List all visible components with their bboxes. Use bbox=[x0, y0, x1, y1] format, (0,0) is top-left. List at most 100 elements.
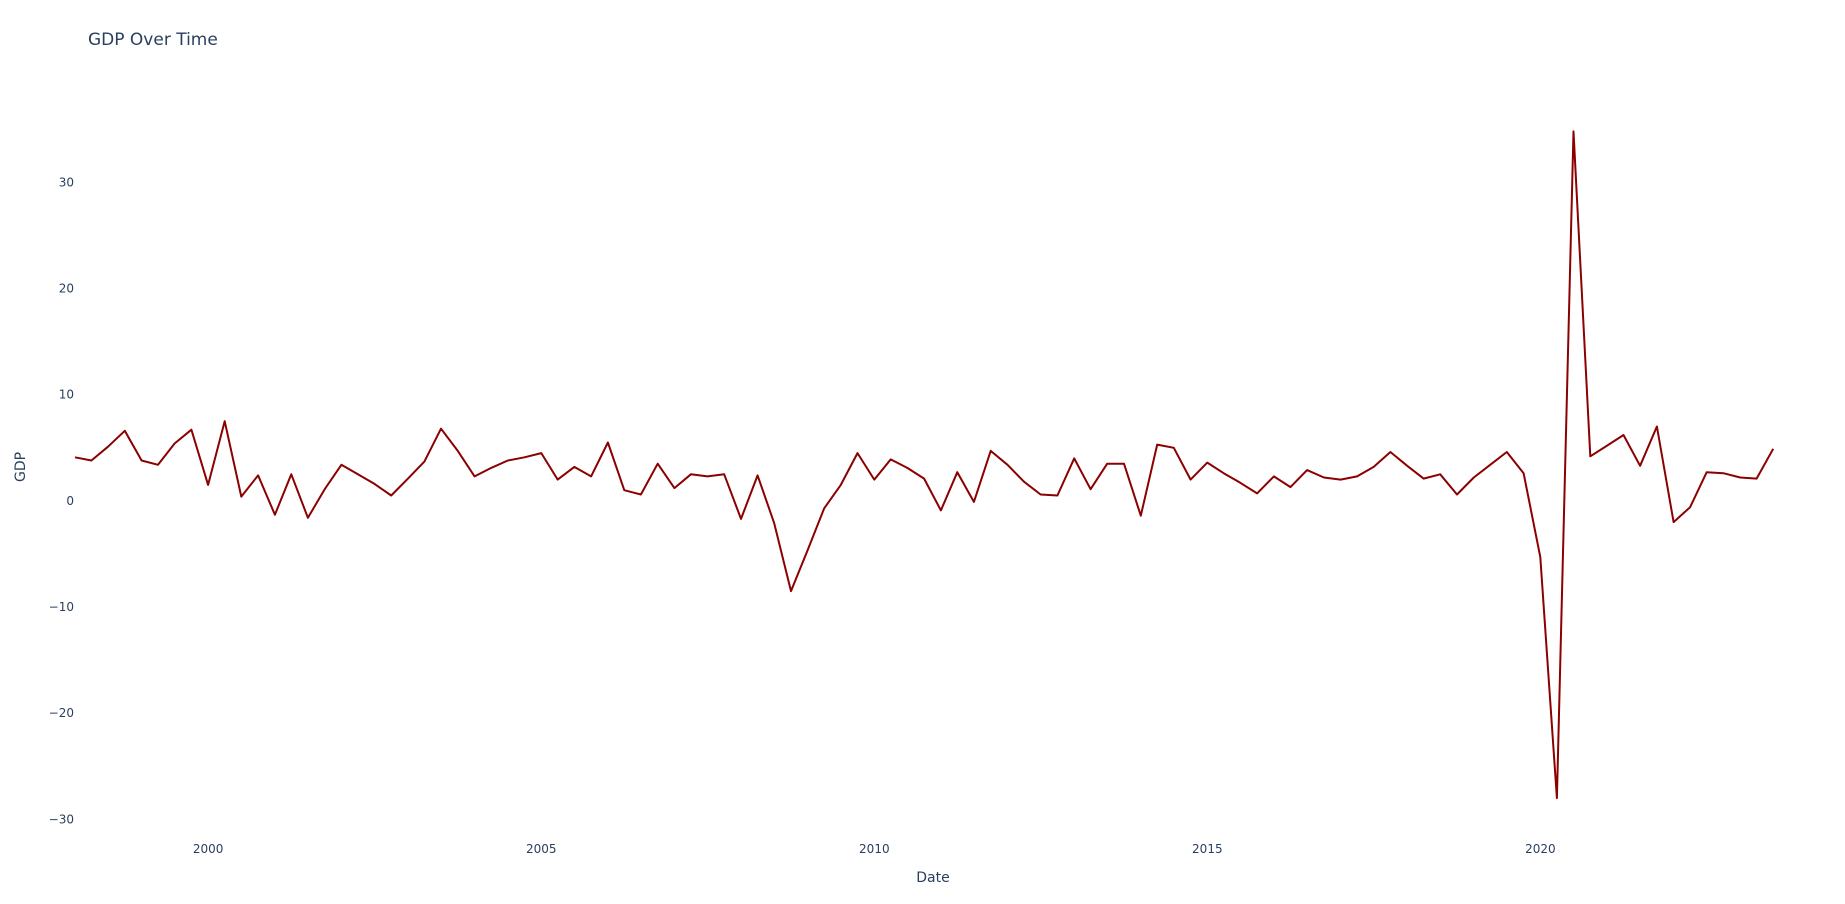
gdp-data-point bbox=[1687, 504, 1693, 510]
gdp-data-point bbox=[621, 487, 627, 493]
gdp-data-point bbox=[1288, 484, 1294, 490]
gdp-data-point bbox=[455, 448, 461, 454]
gdp-data-point bbox=[88, 458, 94, 464]
gdp-data-point bbox=[1720, 470, 1726, 476]
gdp-data-point bbox=[1504, 449, 1510, 455]
gdp-data-point bbox=[188, 427, 194, 433]
gdp-data-point bbox=[338, 462, 344, 468]
x-tick-label: 2000 bbox=[193, 842, 224, 856]
gdp-data-point bbox=[1338, 477, 1344, 483]
gdp-data-point bbox=[1237, 480, 1243, 486]
gdp-data-point bbox=[855, 450, 861, 456]
gdp-data-point bbox=[1571, 128, 1577, 134]
gdp-data-point bbox=[971, 499, 977, 505]
gdp-data-point bbox=[1554, 795, 1560, 801]
x-tick-label: 2015 bbox=[1192, 842, 1223, 856]
gdp-data-point bbox=[1154, 442, 1160, 448]
gdp-data-point bbox=[1071, 455, 1077, 461]
gdp-data-point bbox=[255, 472, 261, 478]
gdp-data-point bbox=[1204, 460, 1210, 466]
gdp-data-point bbox=[1437, 471, 1443, 477]
gdp-data-point bbox=[688, 471, 694, 477]
gdp-data-point bbox=[505, 458, 511, 464]
gdp-data-point bbox=[1704, 469, 1710, 475]
gdp-data-point bbox=[1054, 493, 1060, 499]
gdp-data-point bbox=[1321, 475, 1327, 481]
gdp-data-point bbox=[72, 454, 78, 460]
gdp-data-point bbox=[1271, 473, 1277, 479]
gdp-data-point bbox=[322, 486, 328, 492]
y-tick-label: 20 bbox=[59, 282, 74, 296]
gdp-data-point bbox=[405, 476, 411, 482]
gdp-data-point bbox=[755, 472, 761, 478]
y-tick-label: −10 bbox=[49, 600, 74, 614]
gdp-data-point bbox=[272, 512, 278, 518]
gdp-data-point bbox=[555, 477, 561, 483]
y-tick-label: 0 bbox=[66, 494, 74, 508]
gdp-data-point bbox=[1754, 476, 1760, 482]
gdp-data-point bbox=[988, 448, 994, 454]
gdp-data-point bbox=[222, 418, 228, 424]
plot-area bbox=[72, 128, 1776, 801]
gdp-data-point bbox=[1254, 490, 1260, 496]
gdp-data-point bbox=[1371, 464, 1377, 470]
chart-title: GDP Over Time bbox=[88, 30, 218, 50]
gdp-data-point bbox=[638, 492, 644, 498]
gdp-data-point bbox=[1404, 463, 1410, 469]
x-axis-ticks: 2000 2005 2010 2015 2020 bbox=[193, 842, 1556, 856]
gdp-data-point bbox=[771, 520, 777, 526]
gdp-data-point bbox=[1354, 473, 1360, 479]
gdp-data-point bbox=[139, 458, 145, 464]
gdp-data-point bbox=[1304, 467, 1310, 473]
gdp-data-point bbox=[671, 485, 677, 491]
gdp-data-point bbox=[571, 464, 577, 470]
gdp-data-point bbox=[805, 547, 811, 553]
gdp-data-point bbox=[105, 444, 111, 450]
gdp-data-point bbox=[605, 440, 611, 446]
y-tick-label: 30 bbox=[59, 175, 74, 189]
gdp-data-point bbox=[372, 481, 378, 487]
y-axis-label: GDP bbox=[13, 452, 29, 482]
y-tick-label: −30 bbox=[49, 812, 74, 826]
gdp-data-point bbox=[205, 482, 211, 488]
gdp-data-point bbox=[1521, 470, 1527, 476]
x-axis-label: Date bbox=[916, 870, 949, 886]
gdp-data-point bbox=[871, 477, 877, 483]
x-tick-label: 2010 bbox=[859, 842, 890, 856]
gdp-data-point bbox=[788, 588, 794, 594]
gdp-data-point bbox=[1454, 492, 1460, 498]
gdp-data-point bbox=[155, 462, 161, 468]
gdp-data-point bbox=[1021, 479, 1027, 485]
gdp-data-point bbox=[921, 476, 927, 482]
x-tick-label: 2005 bbox=[526, 842, 557, 856]
gdp-data-point bbox=[1387, 449, 1393, 455]
gdp-data-point bbox=[1138, 513, 1144, 519]
gdp-data-point bbox=[1104, 461, 1110, 467]
gdp-data-point bbox=[588, 473, 594, 479]
gdp-data-point bbox=[1005, 462, 1011, 468]
gdp-data-point bbox=[438, 426, 444, 432]
y-axis-ticks: 30 20 10 0 −10 −20 −30 bbox=[49, 175, 74, 826]
gdp-data-point bbox=[1188, 477, 1194, 483]
gdp-data-point bbox=[355, 471, 361, 477]
gdp-data-point bbox=[1671, 519, 1677, 525]
gdp-data-point bbox=[122, 428, 128, 434]
gdp-data-point bbox=[1487, 462, 1493, 468]
gdp-data-point bbox=[388, 493, 394, 499]
gdp-data-point bbox=[738, 516, 744, 522]
gdp-data-point bbox=[1770, 446, 1776, 452]
y-tick-label: −20 bbox=[49, 706, 74, 720]
gdp-data-point bbox=[538, 450, 544, 456]
gdp-data-point bbox=[1121, 461, 1127, 467]
gdp-data-point bbox=[421, 459, 427, 465]
gdp-data-point bbox=[904, 465, 910, 471]
gdp-data-point bbox=[721, 471, 727, 477]
gdp-data-point bbox=[1737, 475, 1743, 481]
gdp-data-point bbox=[1537, 554, 1543, 560]
gdp-series-line bbox=[74, 130, 1775, 800]
gdp-data-point bbox=[238, 494, 244, 500]
gdp-data-point bbox=[1604, 443, 1610, 449]
gdp-data-point bbox=[888, 456, 894, 462]
gdp-data-point bbox=[1421, 476, 1427, 482]
gdp-data-point bbox=[472, 473, 478, 479]
